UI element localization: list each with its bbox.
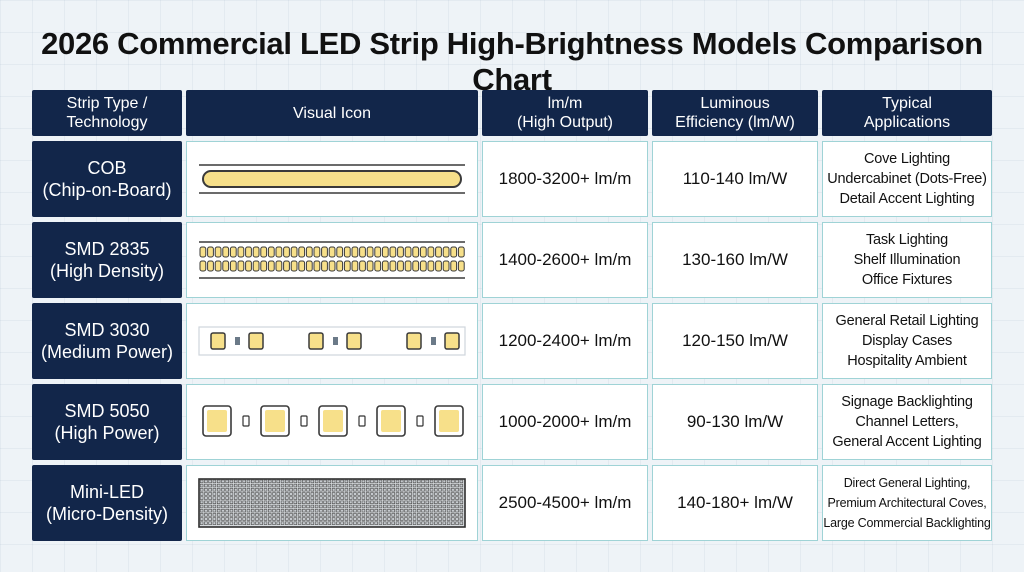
efficiency-cell-2: 120-150 lm/W bbox=[652, 303, 818, 379]
application-item: Direct General Lighting, bbox=[843, 476, 971, 490]
efficiency-cell-1: 130-160 lm/W bbox=[652, 222, 818, 298]
strip-type-subtitle: (Chip-on-Board) bbox=[42, 180, 172, 200]
visual-icon-cell-0 bbox=[186, 141, 478, 217]
smd2835-strip-icon bbox=[199, 241, 465, 279]
header-lumens-line1: lm/m bbox=[547, 95, 583, 112]
header-applications: Typical Applications bbox=[822, 90, 992, 136]
application-item: General Retail Lighting bbox=[835, 313, 979, 329]
strip-type-name: SMD 5050 bbox=[64, 401, 150, 421]
smd3030-strip-icon bbox=[198, 326, 466, 356]
chart-title: 2026 Commercial LED Strip High-Brightnes… bbox=[41, 26, 983, 97]
row-label-0: COB (Chip-on-Board) bbox=[32, 141, 182, 217]
strip-type-name: SMD 2835 bbox=[64, 239, 150, 259]
header-lumens: lm/m (High Output) bbox=[482, 90, 648, 136]
application-item: Detail Accent Lighting bbox=[839, 191, 975, 207]
applications-cell-3: Signage Backlighting Channel Letters, Gene… bbox=[822, 384, 992, 460]
application-item: Hospitality Ambient bbox=[847, 353, 967, 369]
header-applications-line2: Applications bbox=[863, 114, 951, 131]
application-item: Undercabinet (Dots-Free) bbox=[827, 171, 987, 187]
row-label-1: SMD 2835 (High Density) bbox=[32, 222, 182, 298]
header-efficiency-line1: Luminous bbox=[700, 95, 770, 112]
application-item: Signage Backlighting bbox=[841, 394, 973, 410]
strip-type-subtitle: (Medium Power) bbox=[40, 342, 174, 362]
visual-icon-cell-3 bbox=[186, 384, 478, 460]
efficiency-value: 90-130 lm/W bbox=[686, 412, 784, 431]
efficiency-value: 120-150 lm/W bbox=[682, 331, 788, 350]
strip-type-subtitle: (High Density) bbox=[49, 261, 165, 281]
header-visual-icon-label: Visual Icon bbox=[293, 104, 371, 122]
application-item: Office Fixtures bbox=[861, 272, 953, 288]
lumens-cell-1: 1400-2600+ lm/m bbox=[482, 222, 648, 298]
efficiency-cell-0: 110-140 lm/W bbox=[652, 141, 818, 217]
application-item: Display Cases bbox=[861, 333, 953, 349]
lumens-value: 1800-3200+ lm/m bbox=[498, 169, 632, 188]
strip-type-name: SMD 3030 bbox=[64, 320, 150, 340]
applications-cell-2: General Retail Lighting Display Cases Hosp… bbox=[822, 303, 992, 379]
application-item: Task Lighting bbox=[865, 232, 949, 248]
lumens-cell-2: 1200-2400+ lm/m bbox=[482, 303, 648, 379]
application-item: Channel Letters, bbox=[855, 414, 959, 430]
strip-type-name: Mini-LED bbox=[69, 482, 144, 502]
strip-type-name: COB bbox=[87, 158, 127, 178]
cob-strip-icon bbox=[199, 164, 465, 194]
strip-type-subtitle: (Micro-Density) bbox=[45, 504, 168, 524]
lumens-value: 1000-2000+ lm/m bbox=[498, 412, 632, 431]
header-efficiency: Luminous Efficiency (lm/W) bbox=[652, 90, 818, 136]
row-label-3: SMD 5050 (High Power) bbox=[32, 384, 182, 460]
application-item: Shelf Illumination bbox=[853, 252, 961, 268]
row-label-4: Mini-LED (Micro-Density) bbox=[32, 465, 182, 541]
visual-icon-cell-4 bbox=[186, 465, 478, 541]
application-item: Premium Architectural Coves, bbox=[827, 496, 987, 510]
lumens-value: 1200-2400+ lm/m bbox=[498, 331, 632, 350]
header-strip-type: Strip Type / Technology bbox=[32, 90, 182, 136]
visual-icon-cell-2 bbox=[186, 303, 478, 379]
application-item: General Accent Lighting bbox=[832, 434, 982, 450]
applications-cell-4: Direct General Lighting, Premium Architec… bbox=[822, 465, 992, 541]
header-visual-icon: Visual Icon bbox=[186, 90, 478, 136]
lumens-cell-4: 2500-4500+ lm/m bbox=[482, 465, 648, 541]
efficiency-value: 130-160 lm/W bbox=[682, 250, 788, 269]
lumens-cell-0: 1800-3200+ lm/m bbox=[482, 141, 648, 217]
lumens-cell-3: 1000-2000+ lm/m bbox=[482, 384, 648, 460]
header-strip-type-line1: Strip Type / bbox=[66, 95, 148, 112]
application-item: Cove Lighting bbox=[863, 151, 951, 167]
header-strip-type-line2: Technology bbox=[66, 114, 148, 131]
header-efficiency-line2: Efficiency (lm/W) bbox=[675, 114, 795, 131]
lumens-value: 1400-2600+ lm/m bbox=[498, 250, 632, 269]
efficiency-cell-3: 90-130 lm/W bbox=[652, 384, 818, 460]
visual-icon-cell-1 bbox=[186, 222, 478, 298]
header-lumens-line2: (High Output) bbox=[516, 114, 614, 131]
application-item: Large Commercial Backlighting bbox=[823, 516, 991, 530]
applications-cell-0: Cove Lighting Undercabinet (Dots-Free) Det… bbox=[822, 141, 992, 217]
lumens-value: 2500-4500+ lm/m bbox=[498, 493, 632, 512]
smd5050-strip-icon bbox=[202, 405, 464, 437]
efficiency-value: 110-140 lm/W bbox=[682, 169, 788, 188]
strip-type-subtitle: (High Power) bbox=[54, 423, 160, 443]
applications-cell-1: Task Lighting Shelf Illumination Office Fi… bbox=[822, 222, 992, 298]
efficiency-value: 140-180+ lm/W bbox=[677, 493, 793, 512]
efficiency-cell-4: 140-180+ lm/W bbox=[652, 465, 818, 541]
row-label-2: SMD 3030 (Medium Power) bbox=[32, 303, 182, 379]
header-applications-line1: Typical bbox=[882, 95, 932, 112]
comparison-table: Strip Type / Technology Visual Icon lm/m (… bbox=[32, 90, 992, 542]
miniled-strip-icon bbox=[198, 478, 466, 528]
